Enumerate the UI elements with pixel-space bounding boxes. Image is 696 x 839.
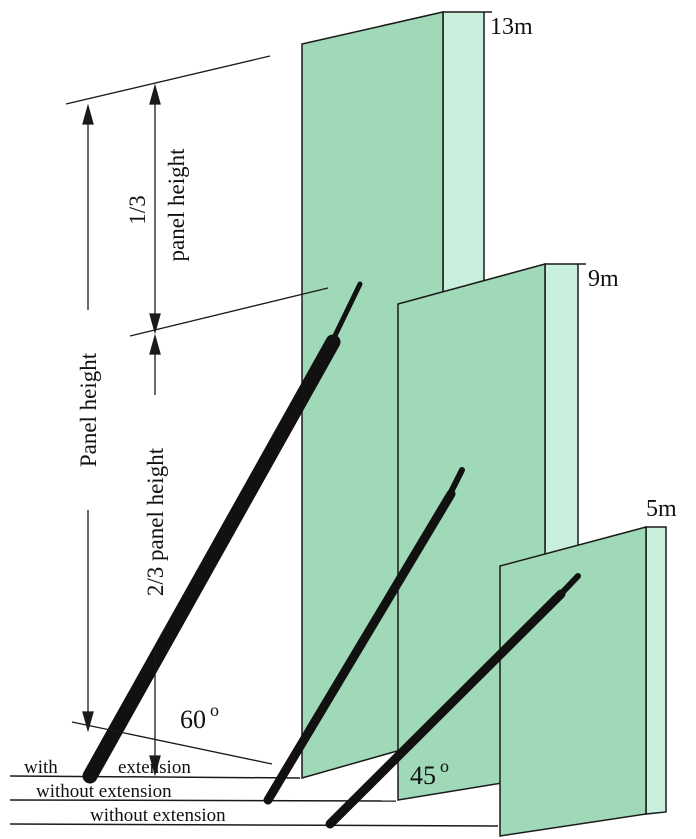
one-third-arrow-up bbox=[149, 83, 161, 105]
panel-5m-label: 5m bbox=[646, 496, 677, 522]
props bbox=[82, 281, 581, 829]
panel-5m-side bbox=[645, 526, 667, 815]
panel-9m-label: 9m bbox=[588, 266, 619, 292]
angle-60-degree-symbol: o bbox=[210, 700, 219, 720]
ground-line-without-extension-2 bbox=[9, 823, 499, 827]
dimension-extension-lines bbox=[65, 55, 329, 765]
prop-without-extension-2 bbox=[325, 573, 581, 829]
panel-13m-label: 13m bbox=[490, 14, 533, 40]
two-thirds-arrow-up bbox=[149, 333, 161, 355]
extension-line-two-thirds bbox=[129, 287, 329, 337]
prop-3-body bbox=[325, 589, 566, 829]
panel-5m bbox=[499, 526, 667, 837]
extension-line-bottom bbox=[71, 721, 273, 765]
panel-5m-front bbox=[499, 526, 647, 837]
angle-45-label: 45 o bbox=[410, 756, 449, 790]
label-without-extension-1: without extension bbox=[36, 781, 172, 802]
prop-with-extension bbox=[82, 281, 363, 784]
extension-line-top bbox=[65, 55, 271, 105]
angle-45-degree-symbol: o bbox=[440, 756, 449, 776]
ground-line-without-extension-1 bbox=[9, 799, 397, 802]
prop-without-extension-1 bbox=[263, 467, 465, 805]
label-extension: extension bbox=[118, 757, 191, 778]
two-thirds-label: 2/3 panel height bbox=[143, 447, 168, 596]
prop-2-body bbox=[263, 489, 456, 805]
angle-60-value: 60 bbox=[180, 705, 206, 734]
panel-height-label: Panel height bbox=[76, 352, 101, 467]
panel-height-arrow-down bbox=[82, 711, 94, 733]
ground-line-with-extension bbox=[9, 775, 301, 779]
dimension-arrows bbox=[82, 83, 161, 777]
angle-60-label: 60 o bbox=[180, 700, 219, 734]
label-without-extension-2: without extension bbox=[90, 805, 226, 826]
label-with: with bbox=[24, 757, 58, 778]
angle-45-value: 45 bbox=[410, 761, 436, 790]
two-thirds-arrow-down bbox=[149, 755, 161, 777]
prop-1-body bbox=[82, 334, 341, 784]
panel-height-arrow-up bbox=[82, 103, 94, 125]
one-third-arrow-down bbox=[149, 313, 161, 335]
one-third-text-label: panel height bbox=[164, 148, 189, 262]
ground-lines bbox=[9, 775, 499, 827]
one-third-fraction-label: 1/3 bbox=[125, 195, 150, 224]
